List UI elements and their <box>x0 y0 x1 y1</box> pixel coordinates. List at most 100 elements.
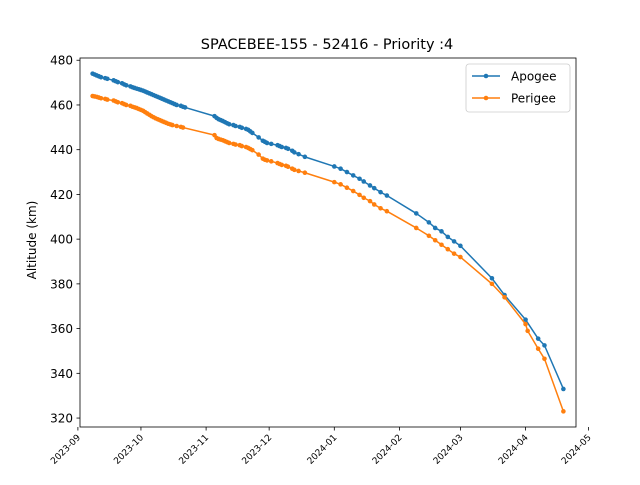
data-point-perigee <box>180 125 186 130</box>
data-point-perigee <box>378 205 383 211</box>
data-point-apogee <box>174 102 179 108</box>
data-point-perigee <box>525 328 530 334</box>
data-point-perigee <box>413 225 419 231</box>
data-point-perigee <box>170 122 175 128</box>
data-point-perigee <box>115 99 121 105</box>
data-point-apogee <box>268 141 274 147</box>
data-point-perigee <box>292 167 297 173</box>
data-point-perigee <box>451 251 457 256</box>
data-point-apogee <box>344 169 350 175</box>
y-tick-label: 440 <box>50 143 73 157</box>
data-point-perigee <box>174 123 179 129</box>
data-point-perigee <box>371 202 377 207</box>
data-point-perigee <box>302 170 308 176</box>
y-tick-label: 380 <box>50 277 73 291</box>
data-point-apogee <box>413 211 419 216</box>
data-point-apogee <box>489 275 495 281</box>
data-point-perigee <box>542 356 547 362</box>
data-point-apogee <box>432 225 438 231</box>
data-point-apogee <box>302 154 308 160</box>
data-point-apogee <box>523 317 528 322</box>
data-point-perigee <box>502 294 507 300</box>
data-point-perigee <box>350 188 356 194</box>
data-point-apogee <box>384 193 390 198</box>
y-axis-label: Altitude (km) <box>25 201 39 280</box>
data-point-apogee <box>561 386 566 392</box>
legend-label: Apogee <box>511 70 557 84</box>
data-point-perigee <box>439 242 444 248</box>
data-point-perigee <box>535 346 541 352</box>
data-point-apogee <box>338 166 343 171</box>
data-point-apogee <box>542 343 547 348</box>
data-point-perigee <box>344 185 350 191</box>
data-point-apogee <box>256 135 261 140</box>
data-point-perigee <box>338 182 343 187</box>
data-point-perigee <box>561 409 566 414</box>
data-point-apogee <box>378 189 383 195</box>
chart-title: SPACEBEE-155 - 52416 - Priority :4 <box>201 37 454 53</box>
data-point-perigee <box>98 95 104 101</box>
y-tick-label: 360 <box>50 322 73 336</box>
data-point-perigee <box>445 246 451 252</box>
data-point-apogee <box>285 146 291 152</box>
data-point-perigee <box>361 195 367 201</box>
data-point-perigee <box>523 321 528 327</box>
data-point-perigee <box>458 254 463 260</box>
data-point-apogee <box>371 185 377 191</box>
data-point-perigee <box>123 102 129 108</box>
legend-label: Perigee <box>511 92 556 106</box>
legend-marker <box>483 73 489 79</box>
data-point-perigee <box>426 233 432 239</box>
data-point-apogee <box>182 105 188 110</box>
plot-area <box>90 71 566 414</box>
data-point-apogee <box>439 229 444 234</box>
data-point-apogee <box>367 183 373 188</box>
data-point-apogee <box>426 220 432 225</box>
data-point-apogee <box>458 243 463 249</box>
data-point-apogee <box>115 79 121 85</box>
data-point-apogee <box>98 74 104 80</box>
data-point-perigee <box>239 143 245 149</box>
data-point-apogee <box>250 130 255 136</box>
y-tick-label: 460 <box>50 98 73 112</box>
y-tick-label: 420 <box>50 188 73 202</box>
data-point-perigee <box>279 162 285 168</box>
data-point-perigee <box>357 192 362 198</box>
data-point-apogee <box>350 173 356 178</box>
data-point-perigee <box>489 281 495 287</box>
data-point-perigee <box>296 168 301 174</box>
data-point-apogee <box>296 151 301 157</box>
y-tick-label: 400 <box>50 233 73 247</box>
data-point-perigee <box>226 140 232 146</box>
data-point-apogee <box>445 234 451 240</box>
y-tick-label: 480 <box>50 54 73 68</box>
y-tick-label: 340 <box>50 367 73 381</box>
data-point-apogee <box>357 176 362 182</box>
data-point-apogee <box>123 82 129 88</box>
data-point-perigee <box>268 159 274 164</box>
data-point-perigee <box>233 142 238 147</box>
data-point-apogee <box>535 336 541 341</box>
data-point-perigee <box>285 164 291 169</box>
data-point-apogee <box>226 121 232 127</box>
data-point-perigee <box>264 158 270 163</box>
y-tick-label: 320 <box>50 412 73 426</box>
data-point-perigee <box>432 237 438 243</box>
data-point-perigee <box>256 152 261 157</box>
legend-marker <box>483 95 489 101</box>
data-point-perigee <box>250 147 255 153</box>
data-point-apogee <box>292 150 297 155</box>
data-point-apogee <box>451 239 457 244</box>
data-point-apogee <box>239 125 245 131</box>
data-point-apogee <box>264 140 270 146</box>
axes-frame <box>79 57 577 428</box>
data-point-perigee <box>367 198 373 204</box>
legend: Apogee Perigee <box>465 63 571 113</box>
data-point-apogee <box>361 179 367 184</box>
data-point-perigee <box>105 97 110 102</box>
data-point-apogee <box>332 164 337 169</box>
data-point-perigee <box>384 208 390 214</box>
data-point-apogee <box>279 144 285 150</box>
